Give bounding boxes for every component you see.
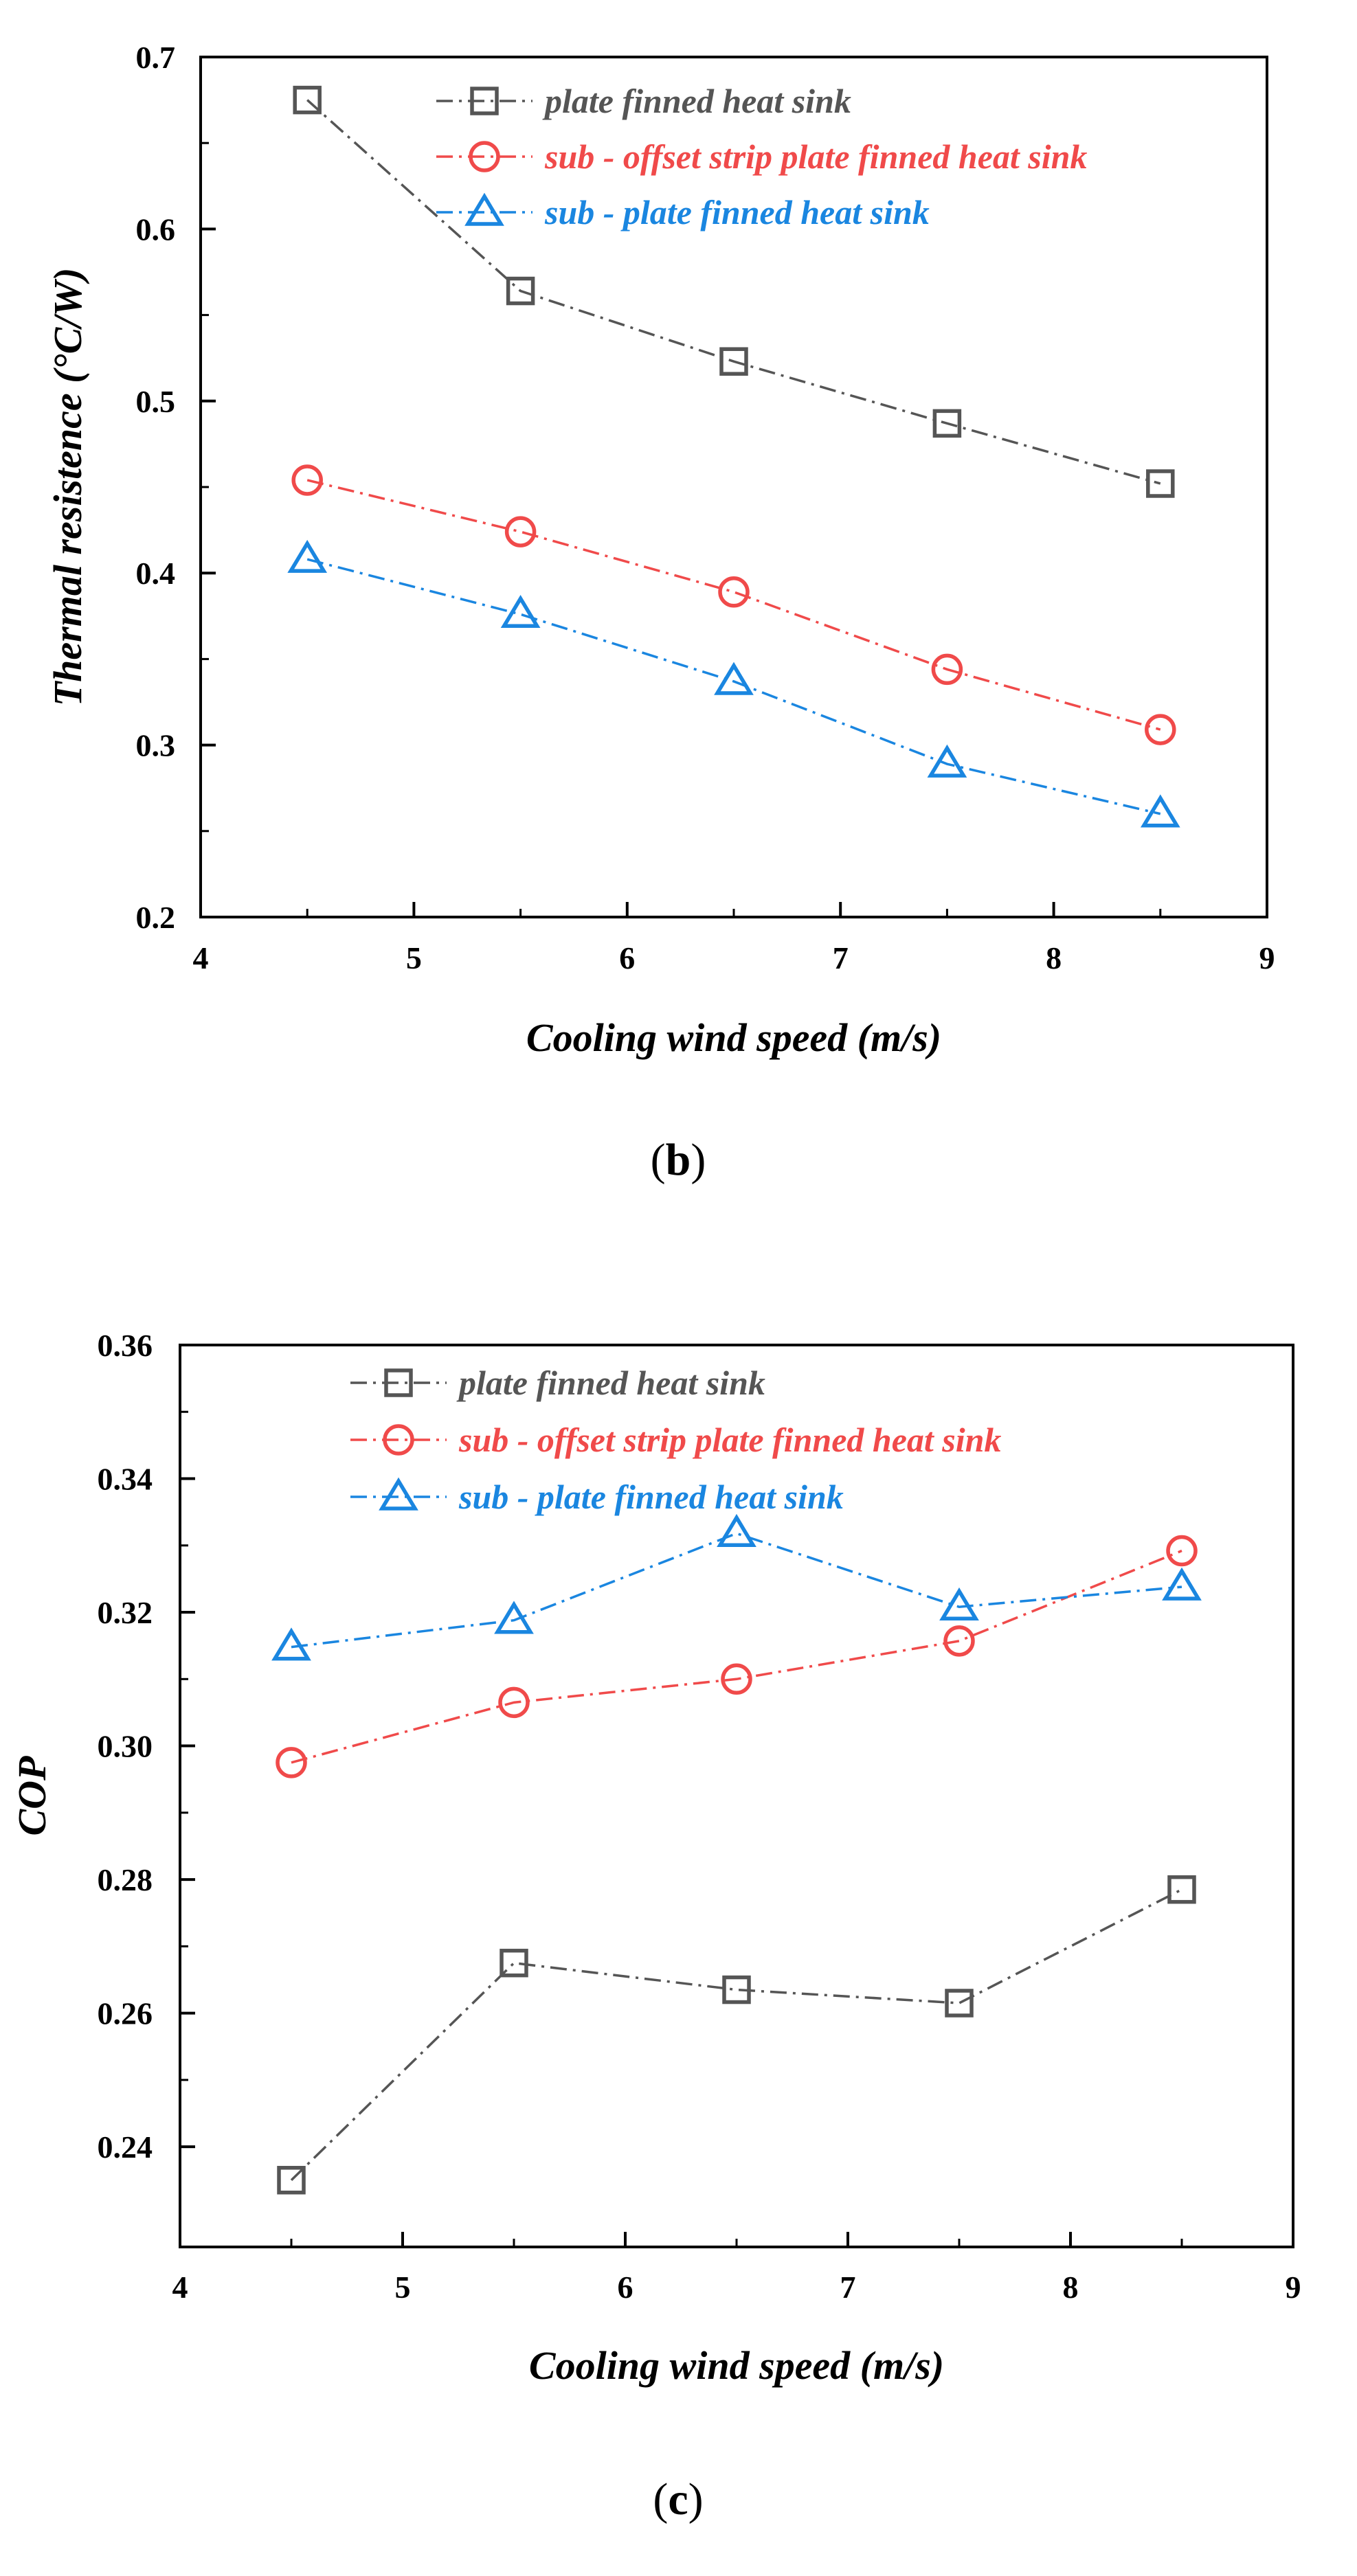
x-tick-label: 8 xyxy=(1063,2270,1079,2305)
legend-label: sub - offset strip plate finned heat sin… xyxy=(544,137,1087,176)
x-tick-label: 7 xyxy=(833,940,849,975)
data-point xyxy=(500,594,541,629)
y-tick-label: 0.7 xyxy=(136,40,176,75)
data-point xyxy=(1167,1875,1196,1904)
data-point xyxy=(717,1513,756,1548)
data-point xyxy=(1162,1567,1202,1601)
series-sub-offset-strip-plate-finned-heat-sink xyxy=(276,1535,1198,1778)
legend-marker xyxy=(469,141,500,172)
legend-item-sub-plate-finned-heat-sink: sub - plate finned heat sink xyxy=(350,1477,844,1516)
series-line xyxy=(306,479,1161,731)
data-point xyxy=(271,1627,311,1661)
x-tick-label: 5 xyxy=(406,940,422,975)
series-line xyxy=(306,558,1161,815)
y-tick-label: 0.3 xyxy=(136,728,176,763)
x-axis-title: Cooling wind speed (m/s) xyxy=(529,2343,944,2388)
data-point xyxy=(939,1587,979,1621)
legend-marker xyxy=(383,1424,414,1456)
legend-marker xyxy=(470,87,499,115)
y-axis-title: COP xyxy=(10,1756,54,1836)
x-tick-label: 7 xyxy=(840,2270,856,2305)
series-sub-offset-strip-plate-finned-heat-sink xyxy=(291,464,1176,745)
legend-label: sub - offset strip plate finned heat sin… xyxy=(458,1421,1001,1459)
y-tick-label: 0.26 xyxy=(98,1996,153,2031)
legend-marker xyxy=(384,1368,413,1397)
series-line xyxy=(290,1888,1182,2181)
legend-marker xyxy=(379,1477,418,1511)
y-tick-label: 0.24 xyxy=(98,2129,153,2165)
x-tick-label: 9 xyxy=(1259,940,1275,975)
series-line xyxy=(291,1549,1182,1764)
panel-label: (b) xyxy=(651,1135,706,1185)
x-tick-label: 6 xyxy=(618,2270,633,2305)
y-tick-label: 0.2 xyxy=(136,900,176,935)
x-tick-label: 4 xyxy=(172,2270,188,2305)
data-point xyxy=(506,276,535,306)
legend: plate finned heat sink sub - offset strip… xyxy=(436,82,1087,231)
data-point xyxy=(722,1975,751,2004)
y-tick-label: 0.28 xyxy=(98,1862,153,1897)
legend-marker xyxy=(464,192,504,226)
legend-item-sub-offset-strip-plate-finned-heat-sink: sub - offset strip plate finned heat sin… xyxy=(436,137,1087,176)
data-point xyxy=(500,1948,528,1978)
y-tick-label: 0.30 xyxy=(98,1729,153,1764)
plot-frame xyxy=(199,56,1268,918)
data-point xyxy=(276,1747,307,1778)
data-point xyxy=(945,1989,974,2018)
chart-panel-c: 4 5 6 7 8 9 0.24 0.26 0.28 0.30 0.32 0.34 0.36 Coolin… xyxy=(10,1328,1301,2524)
legend-label: sub - plate finned heat sink xyxy=(458,1478,844,1516)
x-axis-title: Cooling wind speed (m/s) xyxy=(526,1015,941,1060)
data-point xyxy=(291,464,323,496)
data-point xyxy=(719,347,748,376)
data-point xyxy=(494,1601,534,1634)
data-point xyxy=(1166,1535,1198,1567)
y-tick-label: 0.36 xyxy=(98,1328,153,1363)
data-point xyxy=(718,576,750,608)
x-tick-label: 5 xyxy=(395,2270,411,2305)
x-tick-label: 9 xyxy=(1286,2270,1301,2305)
series-sub-plate-finned-heat-sink xyxy=(287,539,1180,828)
y-tick-label: 0.5 xyxy=(136,384,176,419)
series-line xyxy=(291,1532,1182,1649)
panel-label: (c) xyxy=(653,2474,703,2524)
y-axis-title: Thermal resistence (°C/W) xyxy=(45,268,90,707)
legend-label: plate finned heat sink xyxy=(542,82,851,120)
data-point xyxy=(931,653,963,686)
data-point xyxy=(943,1625,975,1657)
data-point xyxy=(927,744,967,778)
y-tick-label: 0.4 xyxy=(136,556,176,591)
legend-item-plate-finned-heat-sink: plate finned heat sink xyxy=(436,82,851,120)
data-point xyxy=(1145,714,1176,745)
legend-label: sub - plate finned heat sink xyxy=(544,193,930,231)
data-point xyxy=(293,85,322,115)
x-tick-label: 8 xyxy=(1046,940,1062,975)
legend-label: plate finned heat sink xyxy=(456,1364,765,1402)
data-point xyxy=(714,662,754,695)
x-tick-label: 4 xyxy=(193,940,209,975)
x-tick-label: 6 xyxy=(619,940,635,975)
legend: plate finned heat sink sub - offset strip… xyxy=(350,1364,1001,1516)
data-point xyxy=(1146,469,1175,498)
chart-panel-b: 4 5 6 7 8 9 0.2 0.3 0.4 0.5 0.6 0.7 Cooling wind spe… xyxy=(45,40,1275,1185)
data-point xyxy=(498,1686,530,1719)
series-plate-finned-heat-sink xyxy=(277,1875,1196,2195)
legend-item-sub-plate-finned-heat-sink: sub - plate finned heat sink xyxy=(436,192,930,231)
y-tick-label: 0.6 xyxy=(136,212,176,247)
data-point xyxy=(721,1663,752,1695)
series-line xyxy=(306,99,1161,485)
data-point xyxy=(932,409,962,438)
series-sub-plate-finned-heat-sink xyxy=(271,1513,1202,1661)
legend-item-sub-offset-strip-plate-finned-heat-sink: sub - offset strip plate finned heat sin… xyxy=(350,1421,1001,1459)
series-plate-finned-heat-sink xyxy=(293,85,1175,498)
data-point xyxy=(287,539,328,573)
legend-item-plate-finned-heat-sink: plate finned heat sink xyxy=(350,1364,765,1402)
data-point xyxy=(277,2165,306,2195)
data-point xyxy=(1140,794,1180,828)
y-tick-label: 0.34 xyxy=(98,1462,153,1497)
y-tick-label: 0.32 xyxy=(98,1595,153,1630)
data-point xyxy=(504,516,537,547)
